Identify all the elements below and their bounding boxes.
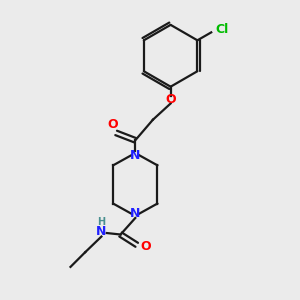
- Text: N: N: [96, 225, 106, 238]
- Text: N: N: [130, 148, 140, 161]
- Text: N: N: [130, 207, 140, 220]
- Text: O: O: [165, 93, 176, 106]
- Text: H: H: [97, 217, 105, 226]
- Text: O: O: [140, 240, 151, 253]
- Text: Cl: Cl: [215, 23, 228, 36]
- Text: O: O: [107, 118, 118, 131]
